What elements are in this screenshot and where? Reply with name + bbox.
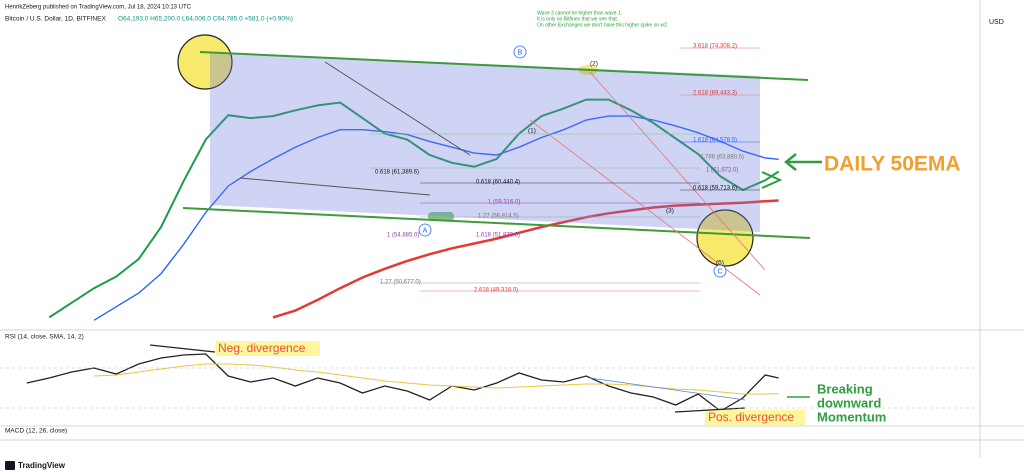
fib-label: 0.618 (60,440.4): [476, 180, 520, 186]
trend-line: [589, 377, 746, 401]
line: [48, 98, 780, 319]
channel-line: [182, 207, 811, 239]
fib-label: 1.618 (51,879.3): [476, 233, 520, 239]
macd-title: MACD (12, 26, close): [5, 428, 67, 435]
note: It is only on Bitfinex that we see that.: [537, 16, 618, 22]
fib-label: 2.618 (49,318.0): [474, 288, 518, 294]
wave-circle: [513, 45, 527, 59]
logo: [5, 461, 15, 470]
trend-line: [324, 61, 471, 156]
line: [272, 199, 779, 319]
fib-label: 0.618 (59,713.6): [693, 186, 737, 192]
symbol: Bitcoin / U.S. Dollar, 1D, BITFINEX: [5, 16, 106, 23]
fib-label: 1.27 (50,677.0): [380, 280, 421, 286]
highlight: [428, 212, 454, 221]
line: [93, 363, 779, 395]
rsi-title: RSI (14, close, SMA, 14, 2): [5, 334, 84, 341]
fib-label: 1.618 (64,578.5): [693, 138, 737, 144]
fib-label: 3.618 (74,308.2): [693, 44, 737, 50]
trend-line: [239, 177, 431, 196]
wave-label: C: [717, 268, 722, 275]
highlight: [216, 341, 320, 356]
fib-label: 1 (61,672.0): [706, 168, 738, 174]
under-layer: [177, 34, 754, 267]
overlay: Wave 2 cannot be higher than wave 1. It …: [0, 10, 980, 425]
callout: DAILY 50EMA: [824, 153, 961, 176]
callout: Neg. divergence: [218, 341, 306, 355]
wave-label: (5): [716, 260, 724, 267]
author: HenrikZeberg published on TradingView.co…: [5, 5, 192, 11]
channel-box: [210, 52, 760, 232]
ohlc: O64,193.0 H65,200.0 L64,006.0 C64,785.0 …: [118, 16, 293, 23]
currency: USD: [989, 19, 1004, 26]
callout: downward: [817, 395, 881, 410]
brand: TradingView: [18, 461, 66, 470]
divergence-line: [674, 407, 746, 413]
highlight-circle: [177, 34, 233, 90]
note: Wave 2 cannot be higher than wave 1.: [537, 10, 622, 16]
fib-label: 0.786 (63,880.5): [700, 155, 744, 161]
wave-circle: [713, 264, 727, 278]
wave-label: A: [423, 227, 428, 234]
fib-label: 1 (58,316.0): [488, 200, 520, 206]
fib-label: 1 (54,885.0): [387, 233, 419, 239]
channel-line: [199, 51, 809, 81]
line: [26, 353, 779, 412]
note: On other Exchanges we don't have this hi…: [537, 22, 668, 28]
wave-label: (1): [528, 128, 536, 135]
fib-label: 2.618 (69,443.3): [693, 91, 737, 97]
wave-circle: [418, 223, 432, 237]
callout: Momentum: [817, 409, 886, 424]
arrow-head: [783, 153, 797, 171]
fib-label: 1.27 (56,814.5): [478, 214, 519, 220]
trend-line: [589, 71, 766, 271]
divergence-line: [149, 344, 216, 353]
callout: Pos. divergence: [708, 410, 794, 424]
fib-label: 0.618 (61,389.6): [375, 170, 419, 176]
wave-label: B: [518, 49, 523, 56]
chevron: [761, 171, 783, 189]
callout: Breaking: [817, 381, 873, 396]
highlight: [705, 410, 805, 425]
line: [93, 115, 779, 321]
highlight-circle: [696, 209, 754, 267]
wave-label: (3): [666, 208, 674, 215]
wave-label: (2): [590, 61, 598, 68]
